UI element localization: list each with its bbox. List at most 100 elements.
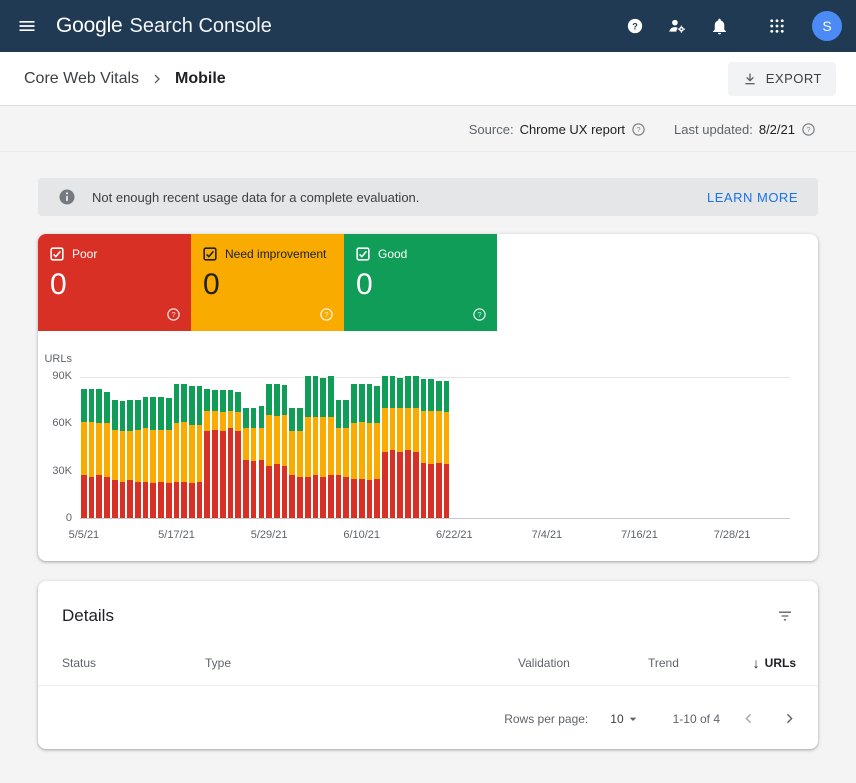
segment-good xyxy=(381,375,388,408)
export-button[interactable]: EXPORT xyxy=(727,61,836,96)
chart-bar[interactable] xyxy=(281,385,288,518)
chart-bar[interactable] xyxy=(235,391,242,518)
chart-bar[interactable] xyxy=(397,377,404,518)
chart-bar[interactable] xyxy=(189,385,195,518)
segment-poor xyxy=(327,475,334,518)
chart-bar[interactable] xyxy=(374,385,380,518)
chart-bar[interactable] xyxy=(266,383,272,518)
checkbox-checked-icon[interactable] xyxy=(356,247,370,261)
column-status[interactable]: Status xyxy=(62,656,97,670)
chart-bar[interactable] xyxy=(381,375,388,518)
chart-bar[interactable] xyxy=(443,380,450,518)
chart-bar[interactable] xyxy=(327,376,334,518)
column-urls[interactable]: ↓ URLs xyxy=(753,655,796,671)
column-validation[interactable]: Validation xyxy=(518,656,570,670)
chart-bar[interactable] xyxy=(412,375,419,518)
segment-needs_improvement xyxy=(119,431,126,482)
segment-poor xyxy=(351,478,357,518)
chart-bar[interactable] xyxy=(173,383,180,518)
segment-poor xyxy=(436,462,442,518)
chart-bar[interactable] xyxy=(81,388,87,518)
help-icon[interactable]: ? xyxy=(631,122,646,137)
segment-good xyxy=(135,399,141,430)
chart-bar[interactable] xyxy=(436,380,442,518)
breadcrumb-core-web-vitals[interactable]: Core Web Vitals xyxy=(24,69,140,87)
segment-needs_improvement xyxy=(327,417,334,476)
chart-bar[interactable] xyxy=(258,405,265,518)
help-icon[interactable]: ? xyxy=(166,307,181,322)
chart-bar[interactable] xyxy=(273,383,280,518)
segment-poor xyxy=(374,478,380,518)
chart-bar[interactable] xyxy=(96,388,103,518)
chart-bar[interactable] xyxy=(142,396,149,518)
segment-needs_improvement xyxy=(289,431,296,476)
chart-bar[interactable] xyxy=(227,390,234,518)
segment-good xyxy=(181,383,188,422)
chart-bar[interactable] xyxy=(366,383,373,518)
chart-bar[interactable] xyxy=(250,407,257,518)
help-button[interactable]: ? xyxy=(616,7,654,45)
chart-bar[interactable] xyxy=(320,377,326,518)
tile-need-improvement[interactable]: Need improvement 0 ? xyxy=(191,234,344,331)
checkbox-checked-icon[interactable] xyxy=(50,247,64,261)
tile-poor[interactable]: Poor 0 ? xyxy=(38,234,191,331)
segment-poor xyxy=(405,450,411,518)
chart-bar[interactable] xyxy=(181,383,188,518)
help-icon[interactable]: ? xyxy=(472,307,487,322)
chart-bar[interactable] xyxy=(335,399,342,518)
chart-bar[interactable] xyxy=(358,383,365,518)
chart-bar[interactable] xyxy=(351,384,357,518)
chart-bar[interactable] xyxy=(104,391,110,518)
chart-bar[interactable] xyxy=(127,399,134,518)
chart-bar[interactable] xyxy=(150,396,157,518)
segment-poor xyxy=(358,478,365,518)
x-tick-label: 5/5/21 xyxy=(68,529,100,541)
chart-bar[interactable] xyxy=(405,376,411,518)
chart-bar[interactable] xyxy=(196,385,203,518)
chart-bar[interactable] xyxy=(119,401,126,518)
chart-bar[interactable] xyxy=(88,388,95,518)
user-settings-button[interactable] xyxy=(658,7,696,45)
notifications-button[interactable] xyxy=(700,7,738,45)
apps-grid-button[interactable] xyxy=(758,7,796,45)
segment-good xyxy=(158,396,164,430)
app-logo[interactable]: Google Search Console xyxy=(56,14,272,38)
chart-bar[interactable] xyxy=(304,376,311,518)
x-axis-line xyxy=(80,518,790,519)
chart-bar[interactable] xyxy=(297,407,303,518)
chart-bar[interactable] xyxy=(428,379,434,518)
chart-bar[interactable] xyxy=(111,399,118,518)
chart-bar[interactable] xyxy=(212,390,218,518)
account-avatar[interactable]: S xyxy=(812,11,842,41)
help-icon[interactable]: ? xyxy=(801,122,816,137)
chart-bar[interactable] xyxy=(158,396,164,518)
previous-page-button[interactable] xyxy=(736,706,761,731)
chart-bar[interactable] xyxy=(289,407,296,518)
tile-good[interactable]: Good 0 ? xyxy=(344,234,497,331)
tile-value: 0 xyxy=(203,268,220,301)
learn-more-link[interactable]: LEARN MORE xyxy=(707,189,798,205)
menu-button[interactable] xyxy=(8,7,46,45)
segment-needs_improvement xyxy=(397,407,404,452)
chart-bar[interactable] xyxy=(219,390,226,518)
chart-bar[interactable] xyxy=(312,376,319,518)
chart-bar[interactable] xyxy=(389,376,396,518)
checkbox-checked-icon[interactable] xyxy=(203,247,217,261)
segment-poor xyxy=(412,451,419,518)
chart-bar[interactable] xyxy=(420,379,427,518)
column-trend[interactable]: Trend xyxy=(648,656,679,670)
help-icon[interactable]: ? xyxy=(319,307,334,322)
chart-bar[interactable] xyxy=(165,398,172,518)
chart-bar[interactable] xyxy=(204,388,211,518)
plot-area[interactable]: URLs 5/5/21 5/17/21 5/29/21 6/10/21 6/22/21 7… xyxy=(44,353,790,541)
filter-button[interactable] xyxy=(770,601,800,631)
column-type[interactable]: Type xyxy=(205,656,232,670)
next-page-button[interactable] xyxy=(777,706,802,731)
chart-bar[interactable] xyxy=(135,399,141,518)
segment-poor xyxy=(243,459,249,518)
chart-bar[interactable] xyxy=(343,399,350,518)
chart-bar[interactable] xyxy=(243,407,249,518)
segment-poor xyxy=(366,480,373,518)
rows-per-page-select[interactable]: 10 xyxy=(610,711,640,727)
toolbar: Core Web Vitals Mobile EXPORT xyxy=(0,52,856,106)
